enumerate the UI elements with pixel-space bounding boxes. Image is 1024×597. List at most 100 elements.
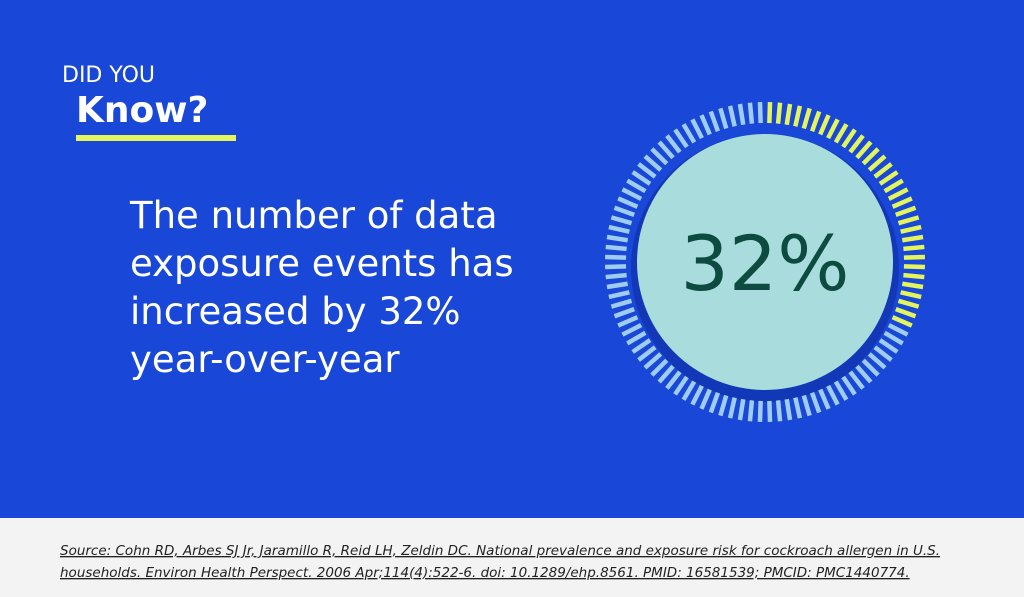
- statement: The number of data exposure events has inc…: [129, 194, 514, 381]
- gauge-tick: [861, 358, 880, 377]
- gauge-tick: [861, 147, 880, 166]
- gauge-tick: [757, 102, 763, 124]
- gauge-fill: [767, 102, 925, 328]
- gauge-tick: [848, 134, 865, 154]
- gauge-tick: [727, 397, 737, 419]
- gauge-tick: [699, 388, 712, 410]
- gauge-tick: [621, 323, 643, 337]
- gauge-tick: [617, 196, 639, 209]
- gauge-tick: [793, 105, 803, 127]
- gauge-tick: [818, 114, 831, 136]
- source-line: households. Environ Health Perspect. 200…: [60, 565, 910, 581]
- statement-line: exposure events has: [130, 242, 514, 285]
- gauge-tick: [747, 102, 755, 124]
- gauge-tick: [690, 118, 704, 140]
- gauge-tick: [833, 123, 849, 144]
- gauge-tick: [873, 345, 893, 362]
- statement-line: year-over-year: [130, 338, 400, 381]
- gauge-tick: [901, 281, 924, 290]
- gauge-tick: [891, 196, 913, 209]
- gauge-tick: [626, 178, 647, 194]
- gauge-tick: [681, 123, 697, 144]
- statement-line: increased by 32%: [130, 290, 461, 333]
- gauge-tick: [903, 254, 925, 260]
- gauge-tick: [900, 290, 922, 300]
- gauge-tick: [887, 187, 909, 201]
- gauge-tick: [775, 400, 783, 422]
- gauge-tick: [826, 118, 840, 140]
- gauge-tick: [801, 107, 812, 130]
- gauge-tick: [897, 298, 920, 309]
- gauge-tick: [900, 224, 922, 234]
- gauge-tick: [903, 244, 925, 252]
- statement-line: The number of data: [129, 194, 498, 237]
- gauge-tick: [757, 400, 763, 422]
- gauge-tick: [784, 103, 793, 126]
- gauge-tick: [809, 110, 822, 132]
- gauge-tick: [650, 147, 669, 166]
- gauge-tick: [727, 105, 737, 127]
- gauge-tick: [775, 102, 783, 124]
- gauge-tick: [606, 281, 629, 290]
- gauge-tick: [608, 224, 630, 234]
- gauge-tick: [657, 140, 675, 160]
- gauge-tick: [673, 128, 689, 149]
- gauge-tick: [708, 110, 721, 132]
- kicker: DID YOU: [62, 63, 155, 88]
- gauge-tick: [699, 114, 712, 136]
- gauge-tick: [809, 392, 822, 414]
- gauge-tick: [873, 162, 893, 179]
- gauge-tick: [883, 330, 904, 346]
- gauge-tick: [605, 272, 627, 280]
- gauge-tick: [784, 398, 793, 421]
- gauge-tick: [887, 323, 909, 337]
- gauge-tick: [637, 162, 657, 179]
- gauge-tick: [895, 306, 917, 319]
- gauge-tick: [610, 298, 633, 309]
- gauge-tick: [605, 264, 627, 270]
- gauge-tick: [818, 388, 831, 410]
- gauge-label: 32%: [681, 219, 850, 308]
- gauge-tick: [801, 394, 812, 417]
- gauge-tick: [621, 187, 643, 201]
- source-line: Source: Cohn RD, Arbes SJ Jr, Jaramillo …: [60, 543, 940, 559]
- gauge-tick: [650, 358, 669, 377]
- gauge-tick: [867, 352, 887, 370]
- gauge-tick: [673, 375, 689, 396]
- gauge-tick: [793, 397, 803, 419]
- gauge-tick: [718, 394, 729, 417]
- gauge-tick: [606, 234, 629, 243]
- gauge-tick: [665, 134, 682, 154]
- source: Source: Cohn RD, Arbes SJ Jr, Jaramillo …: [60, 543, 940, 581]
- gauge-tick: [841, 128, 857, 149]
- gauge-tick: [867, 154, 887, 172]
- gauge-tick: [613, 306, 635, 319]
- gauge-face: [637, 134, 893, 390]
- gauge-tick: [643, 352, 663, 370]
- footer-background: [0, 518, 1024, 597]
- gauge-tick: [833, 380, 849, 401]
- gauge-tick: [681, 380, 697, 401]
- gauge-tick: [878, 338, 899, 354]
- gauge-tick: [610, 215, 633, 226]
- gauge-tick: [708, 392, 721, 414]
- title: Know?: [76, 90, 208, 131]
- gauge-tick: [901, 234, 924, 243]
- gauge-tick: [903, 272, 925, 280]
- gauge-tick: [767, 102, 773, 124]
- gauge-tick: [737, 398, 746, 421]
- gauge-tick: [637, 345, 657, 362]
- gauge-tick: [855, 140, 873, 160]
- gauge: 32%: [605, 102, 925, 422]
- gauge-tick: [767, 400, 773, 422]
- gauge-tick: [891, 315, 913, 328]
- gauge-remainder: [605, 102, 909, 422]
- gauge-tick: [747, 400, 755, 422]
- gauge-tick: [631, 338, 652, 354]
- gauge-tick: [613, 205, 635, 218]
- gauge-tick: [903, 264, 925, 270]
- gauge-tick: [878, 170, 899, 186]
- gauge-tick: [855, 364, 873, 384]
